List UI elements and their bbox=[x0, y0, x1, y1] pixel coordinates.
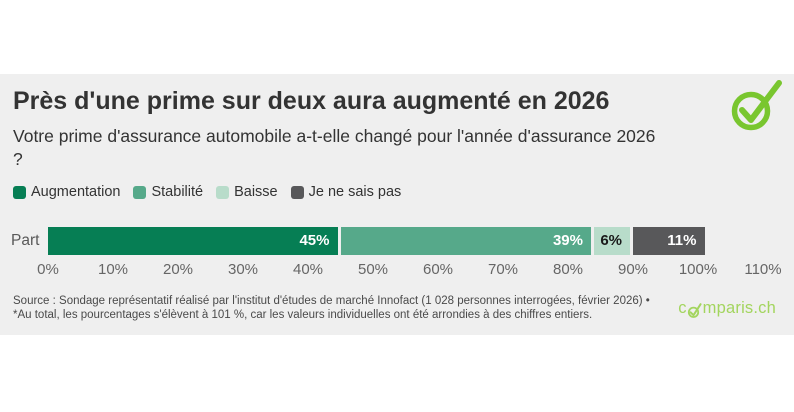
axis-tick-label: 80% bbox=[552, 261, 584, 278]
legend: Augmentation Stabilité Baisse Je ne sais pa… bbox=[13, 183, 401, 201]
logo-text-suffix: mparis.ch bbox=[702, 299, 776, 317]
page-title: Près d'une prime sur deux aura augmenté … bbox=[13, 87, 610, 115]
page-subtitle: Votre prime d'assurance automobile a-t-e… bbox=[13, 126, 656, 169]
bar-segment-value: 11% bbox=[667, 232, 697, 249]
legend-item-3: Baisse bbox=[216, 183, 278, 201]
bar-segment-4: 11% bbox=[633, 227, 705, 255]
stacked-bar: 45% 39% 6% 11% bbox=[48, 227, 705, 255]
check-circle-icon bbox=[726, 80, 784, 139]
bar-row-label: Part bbox=[11, 232, 40, 249]
bar-segment-value: 6% bbox=[600, 232, 622, 249]
x-axis: 0% 10% 20% 30% 40% 50% 60% 70% 80% 90% 100% 110% bbox=[0, 261, 794, 281]
bar-segment-value: 45% bbox=[299, 232, 330, 249]
bar-segment-3: 6% bbox=[594, 227, 633, 255]
logo-check-o-icon bbox=[688, 302, 702, 318]
axis-tick-label: 10% bbox=[97, 261, 129, 278]
bar-segment-2: 39% bbox=[340, 227, 594, 255]
legend-item-2: Stabilité bbox=[133, 183, 203, 201]
legend-swatch-icon bbox=[290, 185, 304, 199]
axis-tick-label: 40% bbox=[292, 261, 324, 278]
legend-item-4: Je ne sais pas bbox=[290, 183, 402, 201]
source-line-1: Source : Sondage représentatif réalisé p… bbox=[13, 295, 650, 307]
legend-label: Augmentation bbox=[31, 184, 121, 200]
legend-label: Je ne sais pas bbox=[308, 184, 402, 200]
legend-swatch-icon bbox=[13, 185, 26, 199]
legend-label: Stabilité bbox=[151, 184, 204, 200]
axis-tick-label: 110% bbox=[744, 261, 782, 278]
axis-tick-label: 50% bbox=[357, 261, 389, 278]
axis-tick-label: 90% bbox=[617, 261, 649, 278]
bar-segment-1: 45% bbox=[48, 227, 341, 255]
legend-label: Baisse bbox=[234, 184, 278, 200]
axis-tick-label: 100% bbox=[678, 261, 718, 278]
legend-swatch-icon bbox=[216, 185, 230, 199]
axis-tick-label: 60% bbox=[422, 261, 454, 278]
source-line-2: *Au total, les pourcentages s'élèvent à … bbox=[13, 309, 593, 321]
infographic-card: Près d'une prime sur deux aura augmenté … bbox=[0, 74, 794, 335]
bar-segment-value: 39% bbox=[552, 232, 583, 249]
legend-item-1: Augmentation bbox=[13, 183, 120, 201]
logo-text-prefix: c bbox=[678, 299, 687, 317]
axis-tick-label: 30% bbox=[227, 261, 259, 278]
axis-tick-label: 70% bbox=[487, 261, 519, 278]
axis-tick-label: 0% bbox=[37, 261, 59, 278]
axis-tick-label: 20% bbox=[162, 261, 194, 278]
comparis-logo[interactable]: c mparis.ch bbox=[678, 299, 776, 318]
source-note: Source : Sondage représentatif réalisé p… bbox=[13, 294, 653, 322]
legend-swatch-icon bbox=[133, 185, 147, 199]
